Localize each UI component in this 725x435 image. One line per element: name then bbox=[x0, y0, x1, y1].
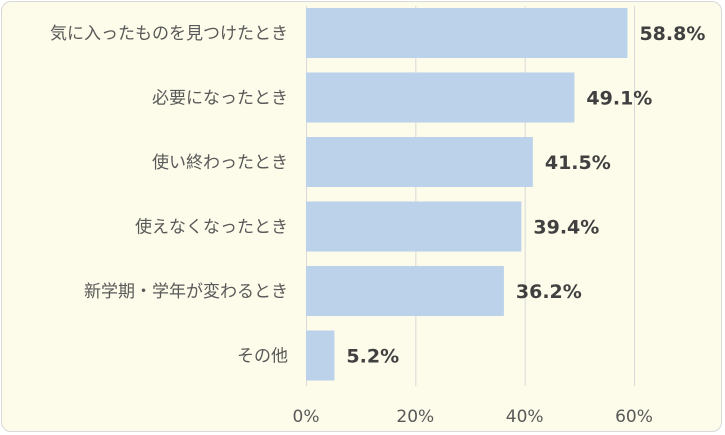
category-label: 必要になったとき bbox=[152, 89, 288, 109]
x-tick-label: 20% bbox=[396, 407, 434, 427]
gridlines bbox=[306, 6, 635, 386]
bar bbox=[306, 330, 335, 381]
x-axis-tick-labels: 0% 20% 40% 60% bbox=[293, 407, 653, 427]
category-label: その他 bbox=[237, 347, 288, 367]
x-tick-label: 60% bbox=[615, 407, 653, 427]
category-label: 使えなくなったとき bbox=[135, 217, 288, 238]
data-label: 41.5% bbox=[545, 152, 611, 174]
category-label: 使い終わったとき bbox=[152, 152, 288, 173]
bars bbox=[306, 8, 628, 381]
category-label: 新学期・学年が変わるとき bbox=[84, 282, 288, 302]
value-labels: 58.8% 49.1% 41.5% 39.4% 36.2% 5.2% bbox=[346, 23, 705, 368]
x-tick-label: 0% bbox=[293, 407, 320, 427]
bar bbox=[306, 137, 533, 187]
category-labels: 気に入ったものを見つけたとき必要になったとき使い終わったとき使えなくなったとき新… bbox=[50, 24, 288, 367]
data-label: 58.8% bbox=[639, 23, 705, 45]
bar bbox=[306, 266, 504, 316]
data-label: 5.2% bbox=[346, 346, 399, 368]
bar bbox=[306, 72, 575, 123]
bar bbox=[306, 8, 628, 58]
bar bbox=[306, 201, 522, 252]
data-label: 36.2% bbox=[516, 281, 582, 303]
category-label: 気に入ったものを見つけたとき bbox=[50, 24, 288, 44]
data-label: 49.1% bbox=[586, 88, 652, 110]
x-tick-label: 40% bbox=[506, 407, 544, 427]
data-label: 39.4% bbox=[533, 217, 599, 239]
